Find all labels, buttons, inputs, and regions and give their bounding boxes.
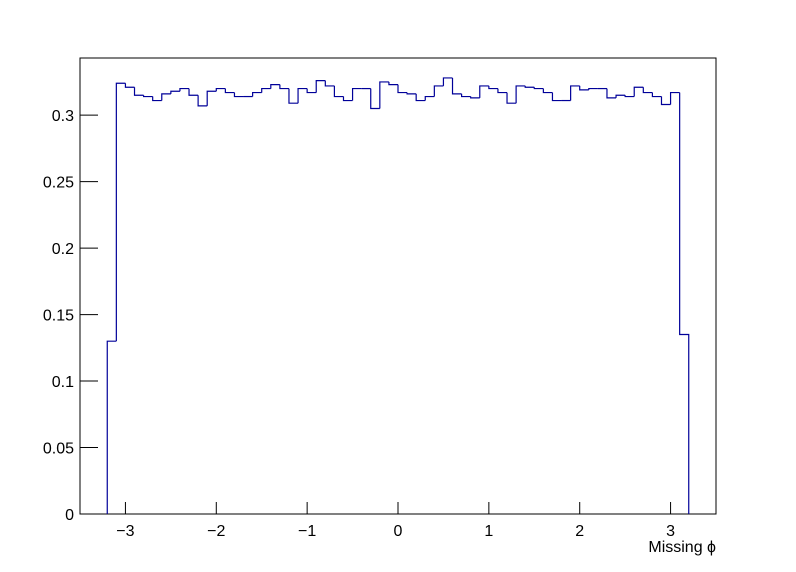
histogram-bin	[170, 90, 180, 94]
histogram-bin	[388, 81, 398, 86]
histogram-bin	[143, 95, 153, 98]
histogram-bin	[606, 88, 617, 99]
histogram-bin	[351, 87, 362, 101]
histogram-bin	[470, 96, 480, 99]
x-tick-label: −2	[207, 523, 225, 540]
histogram-bin	[570, 85, 580, 101]
y-tick-label: 0.05	[43, 441, 74, 458]
histogram-bin	[506, 92, 517, 104]
histogram-bin	[488, 85, 498, 90]
histogram-bin	[669, 91, 680, 105]
histogram-bin	[642, 87, 653, 94]
histogram-bin	[442, 77, 453, 86]
histogram-bin	[424, 95, 435, 101]
histogram-bin	[288, 88, 299, 104]
histogram-bin	[224, 88, 235, 94]
histogram-bin	[588, 87, 598, 90]
histogram-bin	[297, 87, 308, 104]
histogram-bin	[261, 87, 271, 93]
histogram-bin	[451, 77, 462, 95]
x-tick-label: 0	[394, 523, 403, 540]
histogram-bin	[324, 80, 335, 87]
x-tick-label: 2	[575, 523, 584, 540]
histogram-bin	[633, 86, 644, 97]
histogram-bin	[315, 80, 326, 93]
histogram-bin	[415, 93, 426, 102]
plot-frame	[79, 57, 717, 515]
y-tick-label: 0.3	[52, 108, 74, 125]
histogram-bin	[624, 95, 635, 98]
histogram-bin	[179, 87, 190, 92]
histogram-bin	[161, 93, 171, 101]
histogram-bin	[215, 87, 226, 92]
histogram-bin	[524, 85, 535, 88]
y-tick-label: 0.1	[52, 374, 74, 391]
histogram-bin	[306, 88, 317, 94]
histogram-bin	[152, 96, 162, 102]
histogram-bin	[433, 85, 444, 97]
histogram-bin	[252, 91, 262, 97]
histogram-bin	[461, 93, 471, 98]
histogram-bin	[370, 88, 380, 110]
histogram-bin	[579, 85, 589, 91]
histogram-bin	[342, 96, 353, 102]
histogram-bin	[497, 88, 508, 94]
x-tick-label: 1	[484, 523, 493, 540]
histogram-bin	[115, 82, 126, 342]
x-tick-label: −1	[298, 523, 316, 540]
histogram-bin	[406, 92, 417, 95]
histogram-bin	[279, 84, 289, 90]
histogram-bin	[533, 87, 544, 90]
x-tick-label: 3	[666, 523, 675, 540]
y-tick-label: 0.15	[43, 308, 74, 325]
y-tick-label: 0	[65, 507, 74, 524]
histogram-bin	[333, 85, 344, 98]
histogram-bin	[197, 95, 208, 107]
y-tick-label: 0.2	[52, 241, 74, 258]
histogram-bin	[379, 81, 389, 109]
histogram-bin	[542, 88, 553, 94]
histogram-bin	[615, 94, 626, 98]
histogram-bin	[679, 92, 690, 514]
x-tick-label: −3	[116, 523, 134, 540]
y-tick-label: 0.25	[43, 175, 74, 192]
histogram-bin	[233, 92, 244, 98]
x-axis-label: Missing ϕ	[648, 539, 716, 556]
histogram-bin	[479, 85, 489, 98]
histogram-bin	[660, 96, 671, 106]
histogram-bin	[515, 85, 526, 104]
histogram-bin	[106, 340, 117, 514]
histogram-bin	[551, 92, 562, 102]
histogram-bin	[133, 87, 144, 96]
histogram-bin	[270, 83, 280, 89]
histogram-bin	[651, 92, 662, 98]
histogram-bin	[397, 84, 408, 94]
histogram-bin	[188, 88, 199, 96]
histogram-bin	[206, 90, 217, 106]
histogram-bin	[124, 83, 135, 88]
